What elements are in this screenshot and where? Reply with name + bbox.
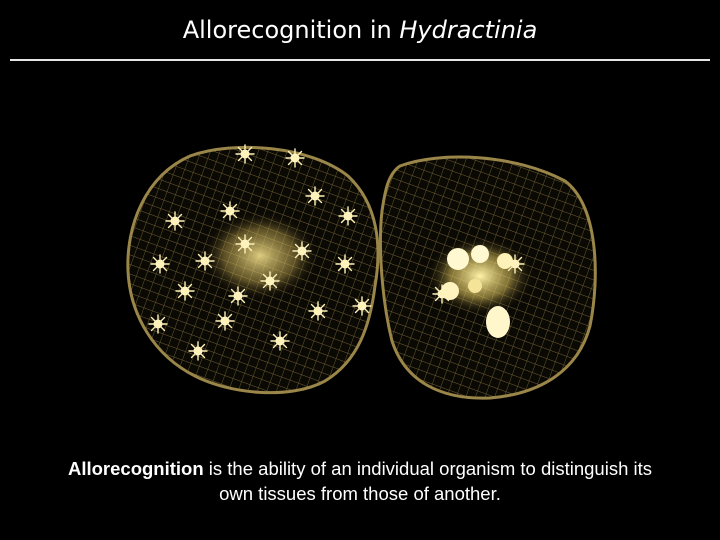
left-colony xyxy=(126,144,380,395)
caption-definition: Allorecognition is the ability of an ind… xyxy=(60,456,660,506)
title-genus: Hydractinia xyxy=(399,16,538,44)
caption-text: is the ability of an individual organism… xyxy=(203,458,653,504)
title-prefix: Allorecognition in xyxy=(182,16,400,44)
right-colony xyxy=(378,155,597,400)
caption-term: Allorecognition xyxy=(67,458,204,479)
title-divider xyxy=(10,59,710,61)
slide-title: Allorecognition in Hydractinia xyxy=(0,14,720,46)
hydractinia-colonies-photo xyxy=(126,144,597,400)
